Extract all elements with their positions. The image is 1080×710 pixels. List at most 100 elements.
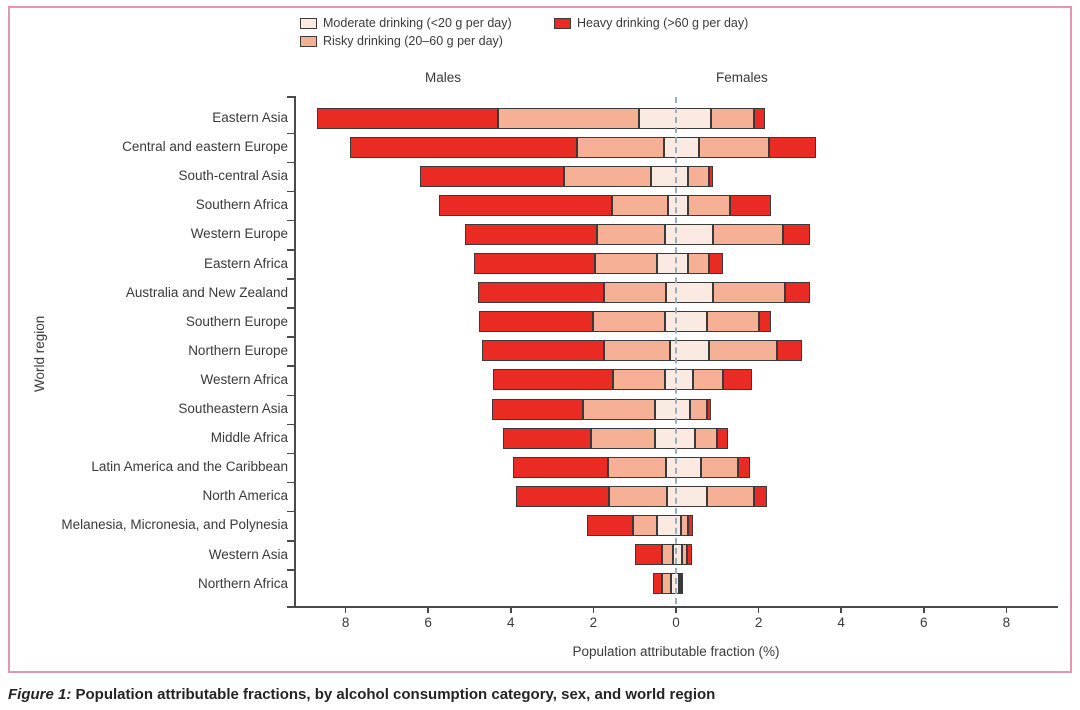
bar-segment-male-heavy [516, 485, 610, 507]
region-label: Eastern Asia [212, 110, 288, 126]
bar-segment-female-risky [688, 253, 710, 275]
bar-segment-female-heavy [783, 223, 811, 245]
bar-segment-male-heavy [635, 544, 662, 566]
bar-segment-female-heavy [723, 369, 753, 391]
bar-segment-female-moderate [676, 194, 689, 216]
bar-segment-male-moderate [666, 485, 676, 507]
x-tick-label: 8 [1002, 615, 1011, 630]
legend-swatch-heavy-icon [554, 17, 571, 29]
y-axis-tick [287, 249, 295, 251]
bar-segment-female-moderate [676, 398, 691, 420]
bar-segment-female-risky [700, 456, 738, 478]
bar-segment-male-heavy [477, 282, 604, 304]
y-axis-tick [287, 132, 295, 135]
bar-segment-female-risky [711, 107, 755, 129]
bar-segment-male-risky [498, 107, 639, 129]
region-label: North America [202, 488, 288, 504]
region-label: Western Europe [190, 226, 288, 242]
region-label: Southern Africa [195, 197, 288, 213]
bar-segment-male-heavy [652, 573, 662, 595]
x-axis-tick [1005, 606, 1008, 613]
x-tick-label: 4 [507, 615, 515, 630]
bar-segment-male-moderate [657, 253, 676, 275]
bar-segment-male-moderate [655, 427, 676, 449]
bar-segment-male-heavy [473, 253, 596, 275]
zero-dashed-line [675, 97, 677, 604]
region-label: Southeastern Asia [178, 401, 288, 417]
y-axis-tick [287, 161, 295, 164]
bar-segment-male-moderate [673, 544, 676, 566]
bar-segment-male-moderate [663, 136, 676, 158]
bar-segment-female-moderate [676, 544, 683, 566]
bar-segment-male-heavy [502, 427, 592, 449]
bar-segment-male-moderate [638, 107, 676, 129]
bar-segment-female-heavy [706, 398, 712, 420]
bar-segment-female-heavy [754, 485, 767, 507]
bar-segment-male-heavy [316, 107, 499, 129]
region-label: Northern Africa [197, 575, 288, 591]
y-axis-tick [287, 307, 295, 309]
bar-segment-female-heavy [777, 340, 802, 362]
figure-caption-text: Population attributable fractions, by al… [75, 686, 716, 703]
bar-segment-male-heavy [464, 223, 598, 245]
bar-segment-female-heavy [680, 573, 683, 595]
x-axis-tick [923, 606, 925, 613]
bar-segment-male-heavy [481, 340, 604, 362]
y-axis-tick [287, 219, 295, 222]
bar-segment-female-moderate [676, 253, 689, 275]
bar-segment-male-risky [603, 282, 666, 304]
x-axis-tick [510, 606, 512, 613]
bar-segment-female-risky [690, 398, 707, 420]
bar-segment-female-moderate [676, 369, 693, 391]
bar-segment-female-heavy [754, 107, 765, 129]
legend-item-moderate: Moderate drinking (<20 g per day) [300, 16, 512, 30]
bar-segment-female-moderate [676, 282, 714, 304]
bar-segment-female-risky [680, 514, 689, 536]
y-axis-top-cap [287, 96, 295, 98]
legend-label-heavy: Heavy drinking (>60 g per day) [577, 16, 749, 30]
figure-caption: Figure 1: Population attributable fracti… [8, 686, 715, 703]
bar-segment-female-moderate [676, 427, 695, 449]
bar-segment-male-risky [611, 194, 668, 216]
bar-segment-male-risky [632, 514, 658, 536]
x-tick-label: 2 [754, 615, 763, 630]
region-label: South-central Asia [178, 168, 288, 184]
bar-segment-female-risky [694, 427, 718, 449]
x-axis-line [287, 606, 1058, 608]
bar-segment-male-heavy [419, 165, 565, 187]
bar-segment-female-heavy [737, 456, 751, 478]
x-tick-label: 2 [589, 615, 598, 630]
y-axis-tick [287, 423, 295, 426]
region-label: Northern Europe [188, 342, 288, 358]
bar-segment-female-heavy [729, 194, 771, 216]
bar-segment-male-moderate [667, 194, 676, 216]
bar-segment-female-risky [698, 136, 769, 158]
bar-segment-male-moderate [651, 165, 676, 187]
y-axis-tick [287, 452, 295, 455]
legend-swatch-moderate-icon [300, 17, 317, 29]
x-axis-title: Population attributable fraction (%) [572, 644, 780, 659]
bar-segment-male-heavy [349, 136, 577, 158]
region-label: Melanesia, Micronesia, and Polynesia [61, 517, 288, 533]
y-axis-tick [287, 569, 295, 571]
x-axis-tick [592, 606, 595, 613]
bar-segment-female-heavy [688, 514, 693, 536]
region-label: Middle Africa [210, 430, 288, 446]
bar-segment-female-heavy [785, 282, 811, 304]
bar-segment-female-heavy [687, 544, 693, 566]
y-axis-tick [287, 394, 295, 396]
bar-segment-male-heavy [493, 369, 614, 391]
bar-segment-male-moderate [665, 282, 676, 304]
bar-segment-male-moderate [664, 369, 676, 391]
bar-segment-male-heavy [492, 398, 584, 420]
legend-item-heavy: Heavy drinking (>60 g per day) [554, 16, 748, 30]
bar-segment-male-risky [597, 223, 665, 245]
bar-segment-female-moderate [676, 456, 701, 478]
region-label: Australia and New Zealand [125, 284, 288, 300]
legend-label-moderate: Moderate drinking (<20 g per day) [323, 16, 512, 30]
bar-segment-female-risky [692, 369, 724, 391]
bar-segment-female-heavy [758, 311, 771, 333]
x-axis-tick [675, 606, 677, 613]
bar-segment-female-heavy [709, 253, 724, 275]
